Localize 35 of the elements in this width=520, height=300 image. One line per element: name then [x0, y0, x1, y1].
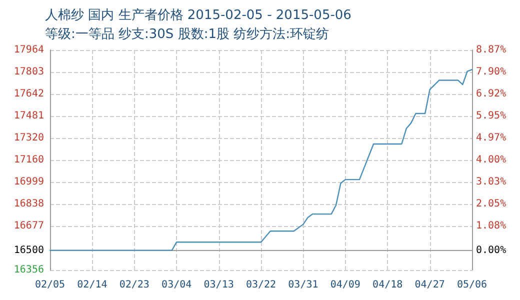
x-tick-label: 04/18 — [372, 280, 403, 290]
y-tick-label: 17964 — [14, 44, 44, 56]
x-tick-label: 02/23 — [119, 280, 150, 290]
x-tick-label: 03/31 — [288, 280, 318, 290]
y2-tick-label: 3.03% — [476, 176, 506, 188]
x-tick-label: 03/22 — [246, 280, 276, 290]
y2-tick-label: 4.97% — [476, 132, 506, 144]
y-tick-label: 16838 — [14, 198, 44, 210]
y2-tick-label: 5.95% — [476, 110, 506, 122]
x-tick-label: 02/14 — [77, 280, 108, 290]
y-tick-label: 17481 — [14, 110, 44, 122]
y-tick-label: 16999 — [14, 176, 44, 188]
y-tick-label: 16677 — [14, 220, 44, 232]
x-tick-label: 04/09 — [330, 280, 360, 290]
y-tick-label: 16500 — [14, 244, 44, 256]
y-tick-label: 17803 — [14, 66, 44, 78]
y2-tick-label: 8.87% — [476, 44, 506, 56]
x-tick-label: 05/06 — [456, 280, 488, 290]
y2-tick-label: 6.92% — [476, 88, 506, 100]
y-tick-label: 17160 — [14, 154, 44, 166]
y2-tick-label: 2.05% — [476, 198, 506, 210]
line-series — [49, 68, 473, 251]
x-tick-label: 02/05 — [34, 280, 66, 290]
y-tick-label: 16356 — [14, 264, 44, 276]
y2-tick-label: 1.08% — [476, 220, 506, 232]
y2-tick-label: 0.00% — [476, 244, 506, 256]
y2-tick-label: 4.00% — [476, 154, 506, 166]
x-tick-label: 03/13 — [204, 280, 234, 290]
x-tick-label: 03/04 — [162, 280, 192, 290]
chart-subtitle: 等级:一等品 纱支:30S 股数:1股 纺纱方法:环锭纺 — [45, 26, 329, 42]
y-tick-label: 17320 — [14, 132, 44, 144]
y-tick-label: 17642 — [14, 88, 44, 100]
chart-title: 人棉纱 国内 生产者价格 2015-02-05 - 2015-05-06 — [45, 8, 352, 23]
x-tick-label: 04/27 — [414, 280, 445, 290]
y2-tick-label: 7.90% — [476, 66, 506, 78]
